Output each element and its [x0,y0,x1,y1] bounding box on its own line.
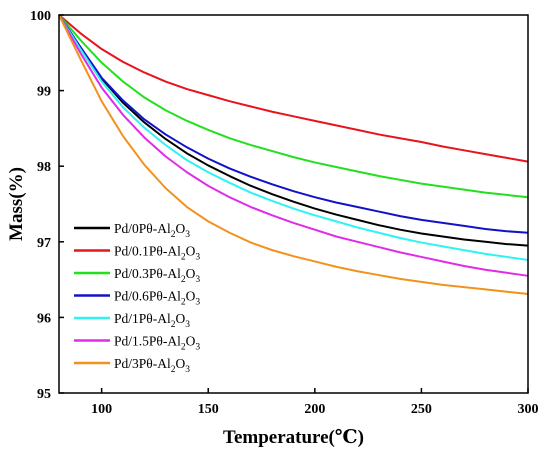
legend-label-2: Pd/0.3Pθ-Al2O3 [114,266,200,285]
series-line-3 [58,14,529,234]
series-line-5 [58,14,529,277]
x-tick-label: 250 [411,402,432,417]
legend-label-4: Pd/1Pθ-Al2O3 [114,311,190,330]
plot-frame [58,14,529,394]
x-tick-label: 150 [198,402,219,417]
y-tick-label: 99 [37,85,51,100]
x-tick-label: 300 [518,402,539,417]
y-tick-label: 97 [37,236,51,251]
series-line-2 [58,14,529,199]
y-tick-label: 96 [37,311,51,326]
y-tick-label: 100 [30,9,51,24]
legend: Pd/0Pθ-Al2O3 Pd/0.1Pθ-Al2O3 Pd/0.3Pθ-Al2O3… [74,221,200,375]
y-axis-title: Mass(%) [6,167,27,241]
series-layer [58,14,529,295]
legend-label-0: Pd/0Pθ-Al2O3 [114,221,190,240]
legend-label-5: Pd/1.5Pθ-Al2O3 [114,334,200,353]
y-tick-label: 95 [37,387,51,402]
series-line-0 [58,14,529,247]
tick-layer: 100 150 200 250 300 95 96 97 98 99 100 [30,9,539,417]
series-line-6 [58,14,529,295]
series-line-1 [58,14,529,163]
y-tick-label: 98 [37,160,51,175]
x-axis-title: Temperature(℃) [223,427,364,448]
series-line-4 [58,14,529,261]
legend-label-6: Pd/3Pθ-Al2O3 [114,356,190,375]
x-tick-label: 100 [91,402,112,417]
legend-label-1: Pd/0.1Pθ-Al2O3 [114,244,200,263]
x-tick-label: 200 [304,402,325,417]
legend-label-3: Pd/0.6Pθ-Al2O3 [114,289,200,308]
